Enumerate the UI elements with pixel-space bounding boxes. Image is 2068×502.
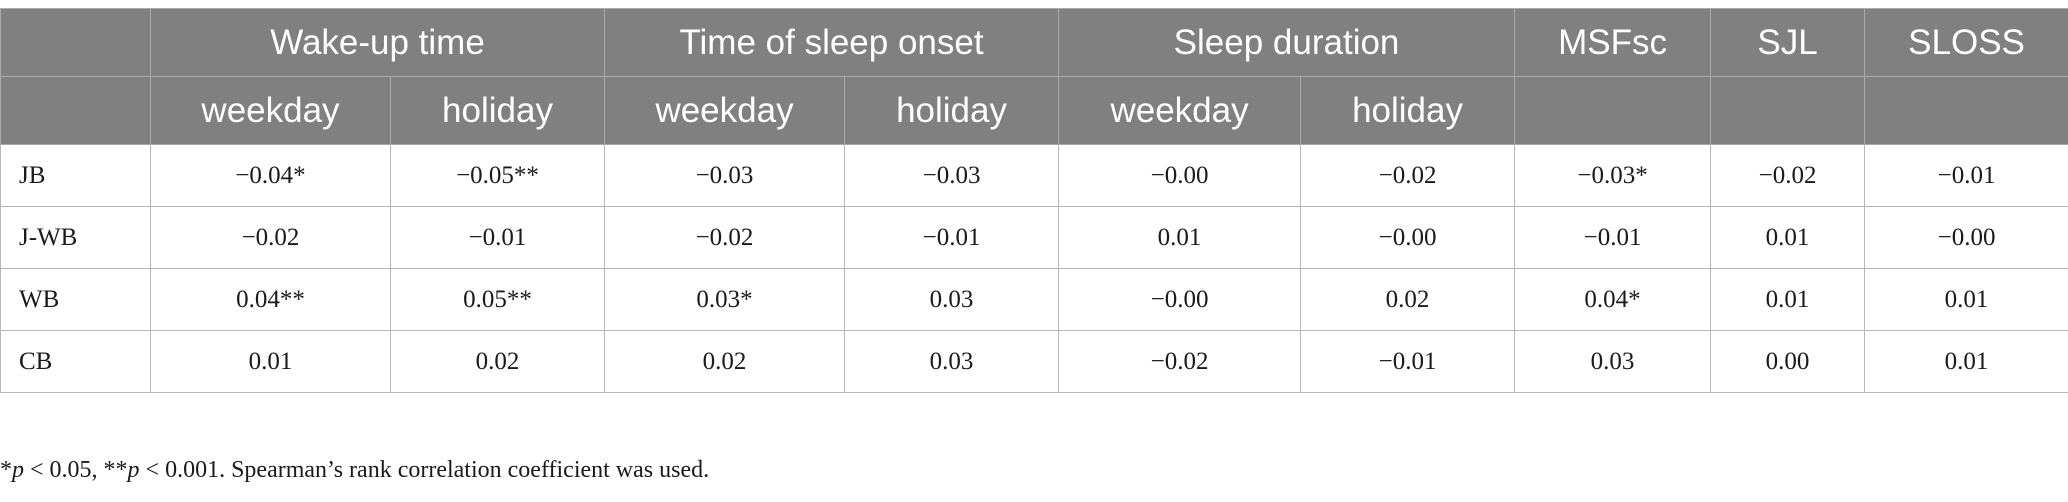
table-cell: −0.02: [1710, 144, 1866, 207]
table-cell: −0.00: [1864, 206, 2068, 269]
table-cell: 0.02: [1300, 268, 1516, 331]
footnote-threshold-2: < 0.001. Spearman’s rank correlation coe…: [139, 457, 710, 483]
subheader-duration-holiday: holiday: [1300, 76, 1516, 145]
table-row: J-WB −0.02 −0.01 −0.02 −0.01 0.01 −0.00 …: [0, 206, 2068, 269]
footnote-p-symbol: p: [12, 457, 24, 483]
header-wake-up-time: Wake-up time: [149, 8, 606, 77]
table-cell: 0.01: [1058, 206, 1302, 269]
table-cell: −0.03: [844, 144, 1060, 207]
table-cell: −0.01: [844, 206, 1060, 269]
table-cell: −0.00: [1058, 268, 1302, 331]
subheader-onset-holiday: holiday: [844, 76, 1060, 145]
subheader-empty-cell: [1864, 76, 2068, 145]
table-row: CB 0.01 0.02 0.02 0.03 −0.02 −0.01 0.03 …: [0, 330, 2068, 393]
header-msfsc: MSFsc: [1514, 8, 1712, 77]
table-cell: 0.05**: [389, 268, 606, 331]
table-cell: −0.04*: [150, 144, 391, 207]
table-cell: −0.00: [1058, 144, 1302, 207]
table-cell: −0.03*: [1514, 144, 1712, 207]
table-cell: −0.02: [1058, 330, 1302, 393]
table-cell: 0.01: [150, 330, 391, 393]
table-cell: 0.01: [1710, 206, 1866, 269]
table-cell: 0.01: [1864, 268, 2068, 331]
table-cell: 0.00: [1710, 330, 1866, 393]
table-row: JB −0.04* −0.05** −0.03 −0.03 −0.00 −0.0…: [0, 144, 2068, 207]
header-time-of-sleep-onset: Time of sleep onset: [604, 8, 1060, 77]
footnote-star-2: **: [103, 457, 128, 483]
sub-header-row: weekday holiday weekday holiday weekday …: [0, 76, 2068, 145]
table-cell: −0.00: [1300, 206, 1516, 269]
table-cell: −0.01: [1864, 144, 2068, 207]
subheader-onset-weekday: weekday: [604, 76, 846, 145]
subheader-empty-cell: [0, 76, 151, 145]
table-cell: −0.01: [1514, 206, 1712, 269]
subheader-duration-weekday: weekday: [1058, 76, 1302, 145]
table-cell: −0.01: [1300, 330, 1516, 393]
header-corner-cell: [0, 8, 151, 77]
subheader-empty-cell: [1514, 76, 1712, 145]
table-cell: 0.03: [1514, 330, 1712, 393]
header-sloss: SLOSS: [1864, 8, 2068, 77]
table-cell: 0.03: [844, 268, 1060, 331]
table-cell: −0.02: [604, 206, 846, 269]
row-label: JB: [0, 144, 151, 207]
table-cell: 0.04*: [1514, 268, 1712, 331]
table-row: WB 0.04** 0.05** 0.03* 0.03 −0.00 0.02 0…: [0, 268, 2068, 331]
table-cell: 0.03: [844, 330, 1060, 393]
table-cell: 0.02: [604, 330, 846, 393]
header-sleep-duration: Sleep duration: [1058, 8, 1516, 77]
footnote-p-symbol: p: [127, 457, 140, 483]
footnote-star-1: *: [0, 457, 12, 483]
footnote-threshold-1: < 0.05,: [24, 457, 104, 483]
table-cell: 0.03*: [604, 268, 846, 331]
table-cell: −0.02: [1300, 144, 1516, 207]
table-cell: −0.02: [150, 206, 391, 269]
group-header-row: Wake-up time Time of sleep onset Sleep d…: [0, 8, 2068, 77]
table-cell: −0.05**: [389, 144, 606, 207]
correlation-table: Wake-up time Time of sleep onset Sleep d…: [0, 8, 2068, 393]
row-label: WB: [0, 268, 151, 331]
subheader-empty-cell: [1710, 76, 1866, 145]
table-cell: 0.01: [1864, 330, 2068, 393]
subheader-wake-holiday: holiday: [389, 76, 606, 145]
header-sjl: SJL: [1710, 8, 1866, 77]
table-cell: 0.01: [1710, 268, 1866, 331]
table-cell: −0.01: [389, 206, 606, 269]
table-cell: 0.04**: [150, 268, 391, 331]
table-cell: −0.03: [604, 144, 846, 207]
row-label: CB: [0, 330, 151, 393]
subheader-wake-weekday: weekday: [150, 76, 391, 145]
table-cell: 0.02: [389, 330, 606, 393]
table-footnote: *p < 0.05, **p < 0.001. Spearman’s rank …: [0, 457, 709, 484]
row-label: J-WB: [0, 206, 151, 269]
